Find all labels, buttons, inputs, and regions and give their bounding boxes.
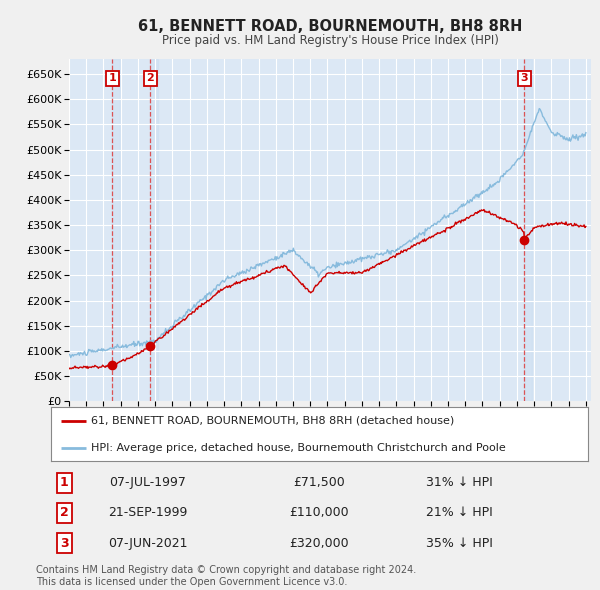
Text: Contains HM Land Registry data © Crown copyright and database right 2024.: Contains HM Land Registry data © Crown c… — [36, 565, 416, 575]
Text: 61, BENNETT ROAD, BOURNEMOUTH, BH8 8RH: 61, BENNETT ROAD, BOURNEMOUTH, BH8 8RH — [138, 19, 522, 34]
Text: 31% ↓ HPI: 31% ↓ HPI — [426, 476, 493, 489]
Text: 1: 1 — [109, 73, 116, 83]
Text: 35% ↓ HPI: 35% ↓ HPI — [425, 537, 493, 550]
Text: 1: 1 — [60, 476, 69, 489]
Text: This data is licensed under the Open Government Licence v3.0.: This data is licensed under the Open Gov… — [36, 577, 347, 587]
Bar — [112, 59, 120, 401]
Text: 2: 2 — [146, 73, 154, 83]
Text: 2: 2 — [60, 506, 69, 519]
Text: 07-JUL-1997: 07-JUL-1997 — [109, 476, 186, 489]
Text: £320,000: £320,000 — [290, 537, 349, 550]
Text: 61, BENNETT ROAD, BOURNEMOUTH, BH8 8RH (detached house): 61, BENNETT ROAD, BOURNEMOUTH, BH8 8RH (… — [91, 416, 455, 425]
Text: £71,500: £71,500 — [293, 476, 346, 489]
Text: 07-JUN-2021: 07-JUN-2021 — [108, 537, 187, 550]
Text: 21-SEP-1999: 21-SEP-1999 — [108, 506, 187, 519]
Text: Price paid vs. HM Land Registry's House Price Index (HPI): Price paid vs. HM Land Registry's House … — [161, 34, 499, 47]
Text: £110,000: £110,000 — [290, 506, 349, 519]
Text: HPI: Average price, detached house, Bournemouth Christchurch and Poole: HPI: Average price, detached house, Bour… — [91, 443, 506, 453]
Bar — [524, 59, 532, 401]
Bar — [151, 59, 158, 401]
Text: 3: 3 — [521, 73, 528, 83]
Text: 21% ↓ HPI: 21% ↓ HPI — [426, 506, 493, 519]
Text: 3: 3 — [60, 537, 69, 550]
